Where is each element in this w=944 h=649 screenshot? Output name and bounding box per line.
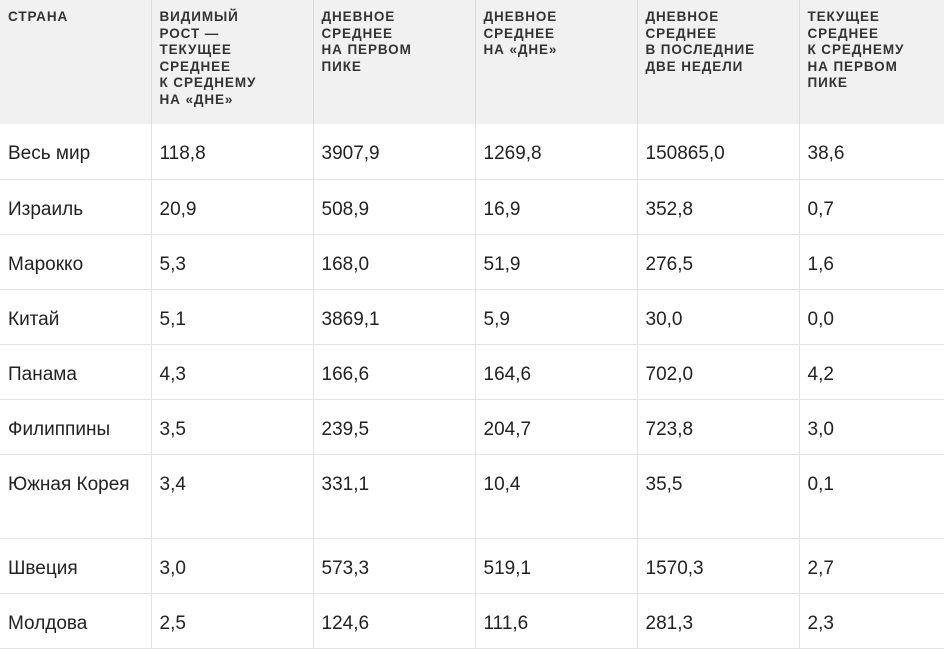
cell-current-to-first-peak: 0,0 [798,289,944,345]
cell-visible-growth: 3,0 [150,538,313,594]
cell-country: Швеция [0,538,151,594]
cell-current-to-first-peak: 3,0 [798,399,944,455]
cell-visible-growth: 118,8 [150,124,313,180]
cell-current-to-first-peak: 2,3 [798,593,944,649]
cell-country: Марокко [0,234,151,290]
cell-daily-avg-first-peak: 331,1 [312,454,475,539]
cell-current-to-first-peak: 4,2 [798,344,944,400]
cell-daily-avg-bottom: 204,7 [474,399,637,455]
cell-daily-avg-first-peak: 508,9 [312,179,475,235]
header-line: СРЕДНЕЕ [159,58,231,74]
cell-daily-avg-last-two-weeks: 150865,0 [636,124,799,180]
cell-daily-avg-last-two-weeks: 702,0 [636,344,799,400]
table-row: Китай 5,1 3869,1 5,9 30,0 0,0 [0,289,944,345]
header-line: ДНЕВНОЕ [483,9,558,24]
cell-daily-avg-bottom: 519,1 [474,538,637,594]
cell-country: Панама [0,344,151,400]
cell-visible-growth: 5,3 [150,234,313,290]
header-line: ПИКЕ [321,58,362,74]
cell-current-to-first-peak: 1,6 [798,234,944,290]
cell-daily-avg-first-peak: 3907,9 [312,124,475,180]
header-line: К СРЕДНЕМУ [807,42,905,57]
header-line: НА «ДНЕ» [483,42,558,57]
header-line: ТЕКУЩЕЕ [159,42,232,57]
header-line: СРЕДНЕЕ [483,25,555,41]
header-line: В ПОСЛЕДНИЕ [645,42,756,57]
cell-daily-avg-first-peak: 3869,1 [312,289,475,345]
header-line: ПИКЕ [807,75,848,90]
table-row: Израиль 20,9 508,9 16,9 352,8 0,7 [0,179,944,235]
cell-daily-avg-bottom: 51,9 [474,234,637,290]
cell-daily-avg-first-peak: 124,6 [312,593,475,649]
cell-daily-avg-last-two-weeks: 30,0 [636,289,799,345]
header-visible-growth: ВИДИМЫЙ РОСТ — ТЕКУЩЕЕ СРЕДНЕЕ К СРЕДНЕМ… [150,0,313,124]
cell-daily-avg-last-two-weeks: 276,5 [636,234,799,290]
cell-daily-avg-bottom: 16,9 [474,179,637,235]
header-daily-avg-first-peak: ДНЕВНОЕ СРЕДНЕЕ НА ПЕРВОМ ПИКЕ [312,0,475,124]
cell-daily-avg-first-peak: 573,3 [312,538,475,594]
cell-daily-avg-last-two-weeks: 281,3 [636,593,799,649]
header-country: СТРАНА [0,0,151,124]
cell-country: Китай [0,289,151,345]
cell-country: Молдова [0,593,151,649]
header-line: ДНЕВНОЕ [645,9,720,24]
header-line: РОСТ — [159,25,220,41]
cell-daily-avg-bottom: 111,6 [474,593,637,649]
header-line: СТРАНА [8,9,69,24]
cell-current-to-first-peak: 2,7 [798,538,944,594]
cell-visible-growth: 20,9 [150,179,313,235]
header-line: ТЕКУЩЕЕ [807,9,880,24]
cell-visible-growth: 4,3 [150,344,313,400]
table-row: Весь мир 118,8 3907,9 1269,8 150865,0 38… [0,124,944,180]
header-line: СРЕДНЕЕ [807,25,879,41]
table-row: Марокко 5,3 168,0 51,9 276,5 1,6 [0,234,944,290]
header-line: НА ПЕРВОМ [321,42,412,57]
header-line: К СРЕДНЕМУ [159,75,257,90]
cell-daily-avg-last-two-weeks: 723,8 [636,399,799,455]
header-line: СРЕДНЕЕ [321,25,393,41]
cell-daily-avg-first-peak: 166,6 [312,344,475,400]
header-row: СТРАНА ВИДИМЫЙ РОСТ — ТЕКУЩЕЕ СРЕДНЕЕ К … [0,0,944,124]
header-line: ДНЕВНОЕ [321,9,396,24]
cell-daily-avg-last-two-weeks: 35,5 [636,454,799,539]
table-row: Швеция 3,0 573,3 519,1 1570,3 2,7 [0,538,944,594]
cell-visible-growth: 5,1 [150,289,313,345]
cell-current-to-first-peak: 0,1 [798,454,944,539]
cell-visible-growth: 3,5 [150,399,313,455]
header-line: НА «ДНЕ» [159,91,234,107]
cell-country: Южная Корея [0,454,151,539]
cell-daily-avg-bottom: 164,6 [474,344,637,400]
cell-current-to-first-peak: 0,7 [798,179,944,235]
cell-visible-growth: 3,4 [150,454,313,539]
cell-daily-avg-first-peak: 168,0 [312,234,475,290]
table-row: Южная Корея 3,4 331,1 10,4 35,5 0,1 [0,454,944,539]
header-current-to-first-peak: ТЕКУЩЕЕ СРЕДНЕЕ К СРЕДНЕМУ НА ПЕРВОМ ПИК… [798,0,944,124]
table-row: Филиппины 3,5 239,5 204,7 723,8 3,0 [0,399,944,455]
header-line: НА ПЕРВОМ [807,58,898,74]
header-daily-avg-last-two-weeks: ДНЕВНОЕ СРЕДНЕЕ В ПОСЛЕДНИЕ ДВЕ НЕДЕЛИ [636,0,799,124]
cell-daily-avg-bottom: 1269,8 [474,124,637,180]
cell-country: Филиппины [0,399,151,455]
table-row: Панама 4,3 166,6 164,6 702,0 4,2 [0,344,944,400]
header-line: ВИДИМЫЙ [159,9,239,24]
cell-country: Израиль [0,179,151,235]
cell-daily-avg-bottom: 10,4 [474,454,637,539]
cell-current-to-first-peak: 38,6 [798,124,944,180]
cell-daily-avg-last-two-weeks: 1570,3 [636,538,799,594]
cell-daily-avg-first-peak: 239,5 [312,399,475,455]
cell-country: Весь мир [0,124,151,180]
cell-daily-avg-last-two-weeks: 352,8 [636,179,799,235]
header-line: СРЕДНЕЕ [645,25,717,41]
table-row: Молдова 2,5 124,6 111,6 281,3 2,3 [0,593,944,649]
header-line: ДВЕ НЕДЕЛИ [645,58,744,74]
header-daily-avg-bottom: ДНЕВНОЕ СРЕДНЕЕ НА «ДНЕ» [474,0,637,124]
cell-daily-avg-bottom: 5,9 [474,289,637,345]
